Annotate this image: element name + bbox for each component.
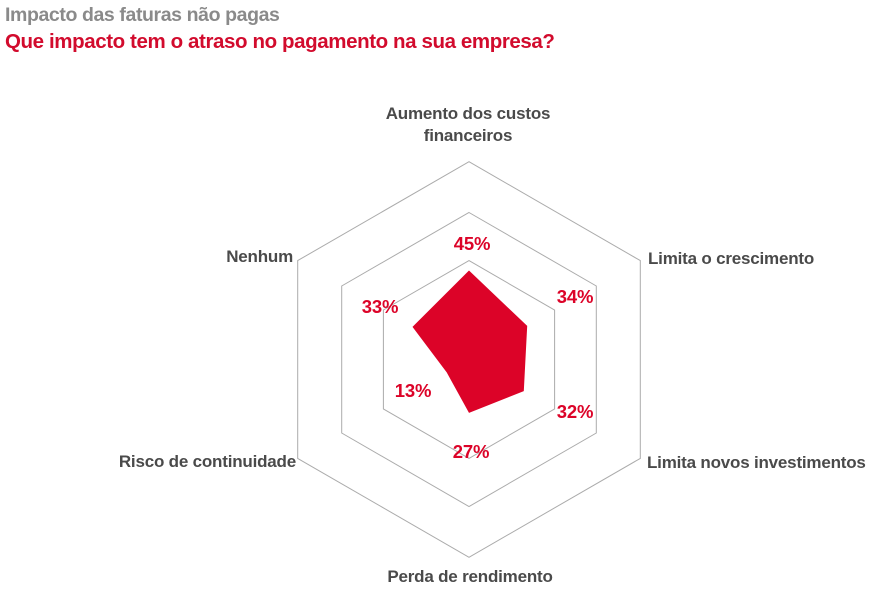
axis-label-perda-rendimento: Perda de rendimento [387, 567, 553, 586]
value-label-limita-crescimento: 34% [556, 286, 594, 307]
axis-label-nenhum: Nenhum [226, 247, 293, 266]
value-label-nenhum: 33% [361, 296, 399, 317]
axis-label-limita-crescimento: Limita o crescimento [648, 249, 815, 268]
axis-label-risco-continuidade: Risco de continuidade [118, 452, 296, 471]
value-label-perda-rendimento: 27% [452, 441, 490, 462]
grid-ring [341, 211, 597, 508]
page-title: Impacto das faturas não pagas [5, 4, 280, 26]
data-polygon [412, 270, 528, 413]
axis-label-aumento-custos-financeiros: Aumento dos custos financeiros [385, 104, 551, 146]
grid-ring [382, 260, 556, 459]
value-label-limita-novos-investimentos: 32% [556, 401, 594, 422]
value-label-aumento-custos-financeiros: 45% [453, 233, 491, 254]
axis-label-limita-novos-investimentos: Limita novos investimentos [647, 453, 866, 472]
grid-ring [297, 161, 641, 558]
page-subtitle: Que impacto tem o atraso no pagamento na… [5, 30, 555, 53]
value-label-risco-continuidade: 13% [394, 380, 432, 401]
